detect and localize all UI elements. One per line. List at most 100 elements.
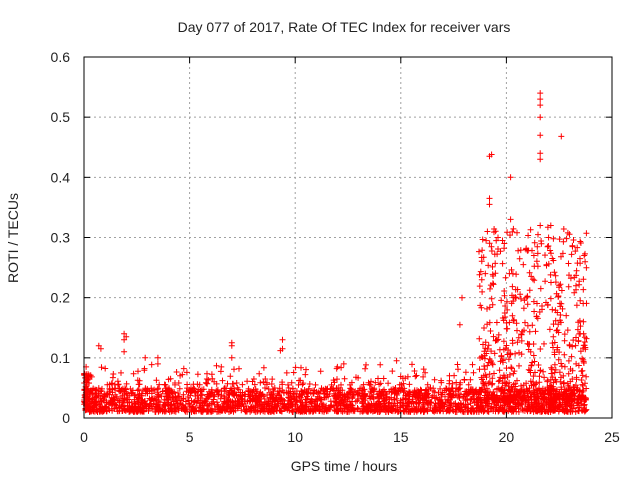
data-point [576, 388, 583, 395]
data-point [560, 238, 567, 245]
data-point [118, 369, 124, 376]
data-point [121, 348, 128, 355]
data-point [491, 226, 498, 232]
data-point [532, 328, 539, 335]
data-point [315, 389, 322, 396]
data-point [244, 378, 251, 385]
data-point [529, 359, 536, 366]
data-point [499, 387, 506, 394]
data-point [514, 229, 520, 236]
data-point [420, 366, 427, 373]
data-point [138, 396, 145, 403]
data-point [515, 247, 522, 254]
data-point [508, 384, 515, 391]
data-point [469, 361, 476, 368]
data-point [578, 377, 585, 383]
data-point [180, 395, 187, 402]
data-point [433, 404, 439, 411]
data-point [215, 401, 221, 408]
data-point [545, 260, 552, 267]
data-point [576, 317, 583, 324]
data-point [492, 260, 499, 267]
data-point [504, 229, 511, 236]
data-point [350, 408, 357, 415]
data-point [215, 391, 222, 398]
x-tick-label: 15 [393, 429, 409, 445]
data-point [488, 248, 495, 254]
data-point [372, 401, 379, 408]
data-point [148, 385, 155, 392]
data-point [442, 393, 448, 400]
data-point [416, 392, 423, 399]
data-point [175, 380, 182, 386]
data-point [564, 395, 571, 402]
data-point [385, 380, 392, 387]
data-point [198, 408, 205, 415]
data-point [564, 327, 571, 334]
data-point [491, 391, 498, 398]
data-point [556, 389, 563, 396]
y-tick-label: 0.5 [51, 109, 71, 125]
data-point [555, 408, 562, 415]
data-point [477, 396, 484, 403]
data-point [102, 365, 109, 372]
data-point [557, 378, 564, 385]
data-point [93, 406, 100, 413]
data-point [203, 402, 210, 408]
data-point [477, 389, 484, 396]
data-point [559, 407, 566, 414]
data-point [482, 389, 489, 396]
data-point [556, 236, 563, 243]
data-point [509, 408, 516, 415]
data-point [518, 337, 525, 344]
data-point [139, 387, 146, 394]
data-point [161, 401, 168, 408]
data-point [558, 360, 565, 367]
data-point [341, 375, 348, 382]
data-point [175, 390, 181, 396]
data-point [346, 390, 353, 397]
data-point [321, 394, 327, 401]
data-point [496, 367, 503, 374]
data-point [517, 247, 524, 254]
data-point [317, 396, 324, 403]
data-point [82, 399, 88, 406]
data-point [529, 276, 536, 283]
data-point [162, 402, 169, 409]
data-point [343, 402, 350, 409]
data-point [404, 403, 411, 410]
data-point [499, 260, 506, 267]
data-point [577, 260, 584, 267]
data-point [302, 371, 309, 378]
data-point [519, 328, 526, 335]
x-tick-label: 25 [604, 429, 620, 445]
data-point [520, 407, 527, 414]
data-point [537, 156, 544, 163]
data-point [275, 391, 282, 398]
data-point [404, 373, 411, 380]
data-point [525, 346, 532, 353]
data-point [152, 408, 159, 415]
data-point [482, 270, 489, 277]
data-point [500, 338, 507, 345]
data-point [573, 267, 580, 274]
data-point [524, 340, 531, 347]
data-point [346, 408, 353, 415]
data-point [189, 387, 196, 394]
data-point [361, 403, 367, 410]
data-point [467, 407, 474, 414]
data-point [235, 403, 242, 409]
data-point [512, 404, 519, 411]
data-point [583, 230, 590, 237]
data-point [316, 407, 323, 414]
data-point [236, 365, 242, 372]
data-point [579, 381, 586, 388]
data-point [234, 384, 241, 391]
data-point [577, 238, 584, 245]
data-point [446, 380, 453, 387]
data-point [580, 286, 587, 293]
data-point [467, 389, 474, 396]
data-point [470, 391, 477, 398]
data-point [476, 271, 483, 278]
data-point [400, 380, 407, 387]
